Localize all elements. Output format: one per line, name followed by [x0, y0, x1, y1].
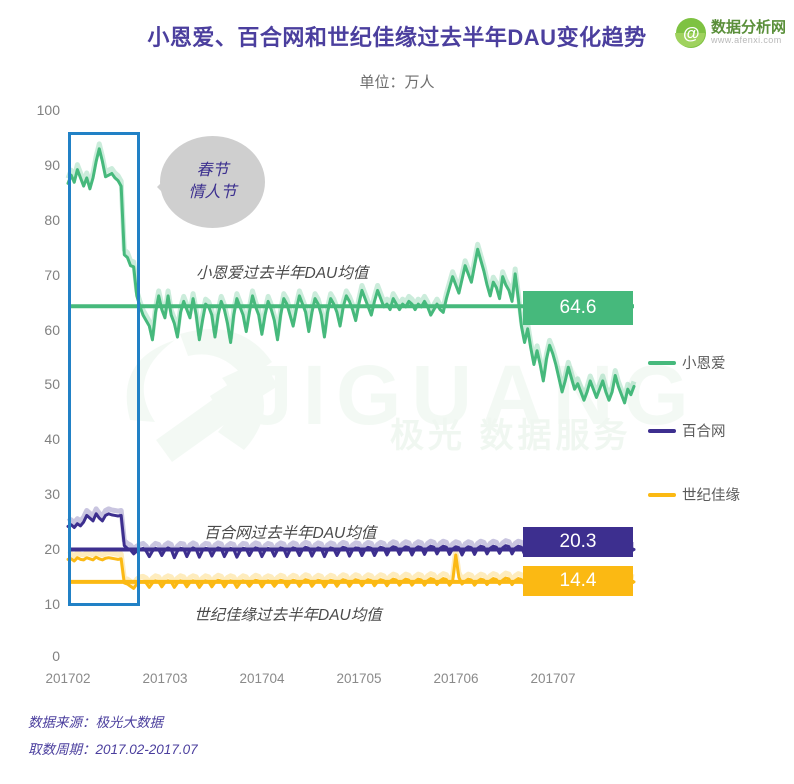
y-tick-30: 30 [44, 486, 60, 503]
callout-line-1: 春节 [196, 162, 229, 180]
y-tick-0: 0 [52, 648, 60, 664]
chart-subtitle: 单位：万人 [359, 74, 435, 91]
y-tick-60: 60 [44, 321, 60, 338]
spring-festival-callout: 春节 情人节 [157, 136, 265, 228]
brand-text: 数据分析网 www.afenxi.com [711, 20, 786, 45]
x-tick-201702: 201702 [45, 671, 91, 686]
x-tick-201707: 201707 [530, 671, 576, 686]
legend-label-1: 百合网 [682, 424, 726, 440]
brand-logo: @ 数据分析网 www.afenxi.com [674, 18, 786, 48]
y-tick-90: 90 [44, 156, 60, 173]
footer-period: 取数周期：2017.02-2017.07 [28, 742, 198, 757]
legend-label-0: 小恩爱 [682, 356, 726, 372]
footer-source: 数据来源：极光大数据 [28, 715, 163, 730]
y-tick-100: 100 [36, 102, 60, 118]
x-tick-201706: 201706 [433, 671, 479, 686]
callout-line-2: 情人节 [188, 184, 237, 201]
y-tick-10: 10 [44, 596, 60, 612]
y-tick-50: 50 [44, 376, 60, 393]
y-tick-70: 70 [44, 266, 60, 283]
badge-yellow-value: 14.4 [523, 566, 633, 596]
series-line-小恩爱 [66, 147, 636, 405]
brand-name: 数据分析网 [710, 19, 786, 37]
badge-purple-value: 20.3 [523, 527, 633, 557]
x-tick-201703: 201703 [142, 671, 188, 686]
x-tick-201705: 201705 [336, 671, 382, 686]
annotation-yellow-average: 世纪佳缘过去半年DAU均值 [194, 607, 382, 624]
y-tick-40: 40 [44, 431, 60, 448]
legend-swatch-green [648, 360, 676, 365]
badge-green-value: 64.6 [523, 291, 633, 325]
legend-swatch-purple [648, 428, 676, 433]
x-tick-201704: 201704 [239, 671, 285, 686]
legend-swatch-yellow [648, 492, 676, 497]
at-glyph: @ [682, 23, 700, 43]
legend-item-0[interactable]: 小恩爱 [648, 352, 726, 373]
legend-label-2: 世纪佳缘 [682, 488, 740, 504]
annotation-green-average: 小恩爱过去半年DAU均值 [196, 265, 369, 282]
spring-festival-highlight-box [68, 132, 140, 606]
at-icon: @ [674, 18, 706, 48]
y-tick-20: 20 [44, 541, 60, 558]
legend-item-2[interactable]: 世纪佳缘 [648, 484, 740, 505]
y-tick-80: 80 [44, 211, 60, 228]
page-title: 小恩爱、百合网和世纪佳缘过去半年DAU变化趋势 [147, 25, 647, 50]
legend-item-1[interactable]: 百合网 [648, 420, 726, 441]
brand-url: www.afenxi.com [710, 35, 782, 46]
annotation-purple-average: 百合网过去半年DAU均值 [204, 525, 377, 542]
